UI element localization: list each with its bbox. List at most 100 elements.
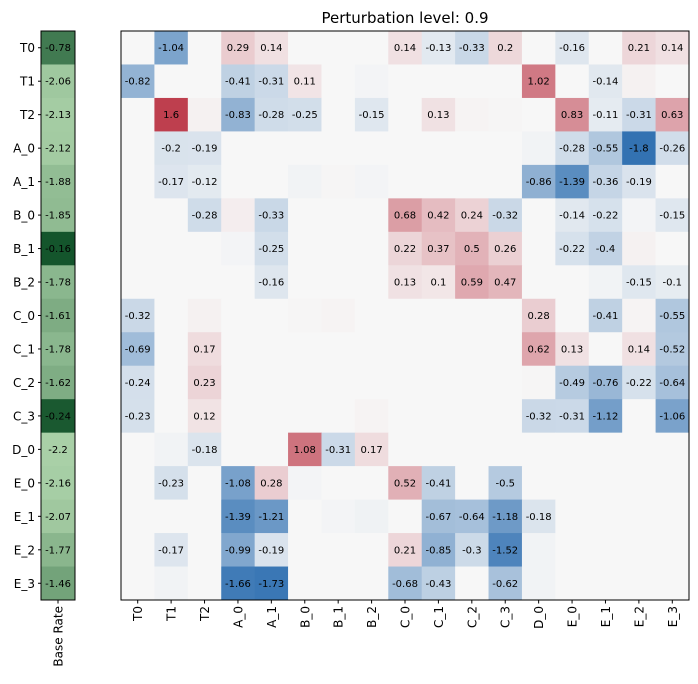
heatmap-cell-value: 0.14 (661, 43, 683, 54)
heatmap-cell-value: -0.83 (225, 110, 251, 121)
heatmap-cell-value: -0.16 (559, 43, 585, 54)
heatmap-cell-value: 0.28 (260, 478, 282, 489)
base-rate-cell (41, 332, 75, 367)
heatmap-cell (588, 298, 623, 333)
heatmap-cell (388, 499, 423, 534)
heatmap-cell-value: -1.52 (492, 545, 518, 556)
base-rate-cell (41, 131, 75, 166)
heatmap-cell-value: -0.12 (192, 177, 218, 188)
heatmap-cell (388, 399, 423, 434)
column-label: E_0 (566, 606, 580, 627)
heatmap-cell (555, 566, 590, 601)
heatmap-cell (655, 231, 690, 266)
heatmap-cell-value: -0.55 (659, 311, 685, 322)
heatmap-cell (521, 131, 556, 166)
heatmap-cell (455, 332, 490, 367)
heatmap-cell (288, 533, 322, 568)
column-label: E_2 (632, 606, 646, 627)
heatmap-cell-value: -0.32 (526, 411, 552, 422)
heatmap-cell-value: 0.21 (394, 545, 416, 556)
column-label: B_1 (332, 606, 346, 628)
heatmap-cell (121, 399, 155, 434)
heatmap-cell (622, 231, 657, 266)
base-rate-value: -0.78 (45, 43, 71, 54)
heatmap-cell (521, 265, 556, 300)
heatmap-cell (455, 399, 490, 434)
heatmap-cell-value: -0.32 (492, 211, 518, 222)
row-label: C_1 (13, 342, 35, 356)
heatmap-cell (321, 533, 356, 568)
heatmap-cell (121, 164, 155, 199)
heatmap-cell-value: -0.13 (425, 43, 451, 54)
heatmap-cell-value: -0.55 (593, 144, 619, 155)
heatmap-cell (354, 365, 389, 400)
heatmap-cell-value: -0.28 (559, 144, 585, 155)
heatmap-cell (288, 164, 322, 199)
heatmap-cell (154, 298, 189, 333)
heatmap-cell (488, 466, 523, 501)
heatmap-cell (121, 31, 155, 65)
heatmap-cell (121, 64, 155, 99)
heatmap-cell-value: -0.15 (626, 278, 652, 289)
heatmap-cell-value: 0.62 (528, 344, 550, 355)
base-rate-cell (41, 164, 75, 199)
heatmap-cell (254, 31, 289, 65)
heatmap-cell (455, 31, 490, 65)
base-rate-cell (41, 31, 75, 65)
heatmap-cell-value: -0.3 (462, 545, 482, 556)
heatmap-cell (555, 231, 590, 266)
heatmap-cell (321, 131, 356, 166)
heatmap-cell (521, 97, 556, 132)
base-rate-value: -1.62 (45, 378, 71, 389)
heatmap-cell (221, 466, 256, 501)
heatmap-cell (655, 64, 690, 99)
heatmap-cell (187, 231, 222, 266)
heatmap-cell (588, 566, 623, 601)
heatmap-cell-value: -0.43 (425, 579, 451, 590)
heatmap-cell (254, 97, 289, 132)
heatmap-cell-value: 0.17 (193, 344, 215, 355)
heatmap-cell (555, 533, 590, 568)
column-label: T0 (131, 606, 145, 622)
column-label: E_1 (599, 606, 613, 627)
heatmap-cell (655, 131, 690, 166)
heatmap-cell (121, 566, 155, 601)
heatmap-cell (488, 432, 523, 467)
heatmap-cell (421, 164, 456, 199)
heatmap-cell-value: -1.66 (225, 579, 251, 590)
heatmap-cell (187, 432, 222, 467)
heatmap-cell-value: -1.8 (629, 144, 649, 155)
heatmap-cell (555, 399, 590, 434)
heatmap-cell (421, 198, 456, 233)
heatmap-cell (388, 131, 423, 166)
heatmap-cell (521, 466, 556, 501)
heatmap-cell (488, 131, 523, 166)
heatmap-cell (622, 164, 657, 199)
heatmap-cell (187, 566, 222, 601)
heatmap-cell (622, 131, 657, 166)
heatmap-cell (288, 566, 322, 601)
base-rate-value: -1.61 (45, 311, 71, 322)
heatmap-cell (354, 298, 389, 333)
row-label: A_0 (13, 142, 35, 156)
heatmap-cell (354, 332, 389, 367)
heatmap-cell-value: -0.67 (425, 512, 451, 523)
heatmap-cell (154, 399, 189, 434)
heatmap-cell (288, 365, 322, 400)
heatmap-cell (154, 365, 189, 400)
heatmap-cell (354, 265, 389, 300)
heatmap-cell (254, 466, 289, 501)
row-tick-labels: T0 T1 T2 A_0 A_1 B_0 B_1 B_2 C_0 C_1 C_2 C_3 D_0 E_0 E… (12, 41, 41, 591)
base-rate-cell (41, 499, 75, 534)
heatmap-cell (555, 466, 590, 501)
heatmap-cell (455, 298, 490, 333)
base-rate-cell (41, 466, 75, 501)
heatmap-cell-value: 0.14 (260, 43, 282, 54)
heatmap-cell (521, 399, 556, 434)
heatmap-cell (521, 432, 556, 467)
heatmap-cell (121, 198, 155, 233)
heatmap-cell-value: 0.63 (661, 110, 683, 121)
heatmap-cell (121, 231, 155, 266)
heatmap-cell (221, 365, 256, 400)
heatmap-cell-value: -0.17 (158, 177, 184, 188)
